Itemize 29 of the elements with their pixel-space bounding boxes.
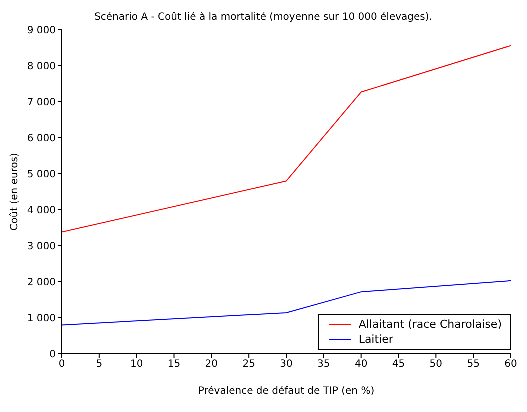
y-tick-label: 6 000 (27, 134, 56, 145)
x-tick-label: 25 (242, 359, 256, 370)
x-tick-label: 50 (430, 359, 443, 370)
x-axis-title: Prévalence de défaut de TIP (en %) (198, 386, 375, 397)
legend-label: Allaitant (race Charolaise) (358, 317, 502, 332)
y-tick-label: 1 000 (27, 314, 56, 325)
x-tick-label: 55 (467, 359, 480, 370)
x-tick-label: 35 (318, 359, 330, 370)
x-tick-label: 60 (504, 359, 518, 370)
chart-title: Scénario A - Coût lié à la mortalité (moyenne sur 10 000 élevages). (94, 12, 434, 23)
x-tick-label: 5 (96, 359, 103, 370)
y-tick-label: 3 000 (27, 242, 56, 253)
y-tick-label: 8 000 (27, 62, 56, 73)
y-tick-label: 9 000 (27, 26, 56, 37)
line-series (62, 45, 511, 233)
legend-label: Laitier (358, 332, 394, 347)
x-tick-label: 10 (130, 359, 144, 370)
y-tick-label: 4 000 (27, 206, 56, 217)
y-tick-label: 0 (50, 350, 56, 361)
y-tick-label: 2 000 (27, 278, 56, 289)
y-tick-label: 7 000 (27, 98, 56, 109)
x-tick-label: 0 (58, 359, 66, 370)
x-tick-label: 45 (392, 359, 406, 370)
y-tick-label: 5 000 (27, 170, 56, 181)
x-tick-label: 15 (168, 359, 181, 370)
y-axis-title: Coût (en euros) (10, 153, 21, 231)
x-tick-label: 20 (205, 359, 218, 370)
x-tick-label: 40 (354, 359, 368, 370)
x-tick-label: 30 (280, 359, 293, 370)
